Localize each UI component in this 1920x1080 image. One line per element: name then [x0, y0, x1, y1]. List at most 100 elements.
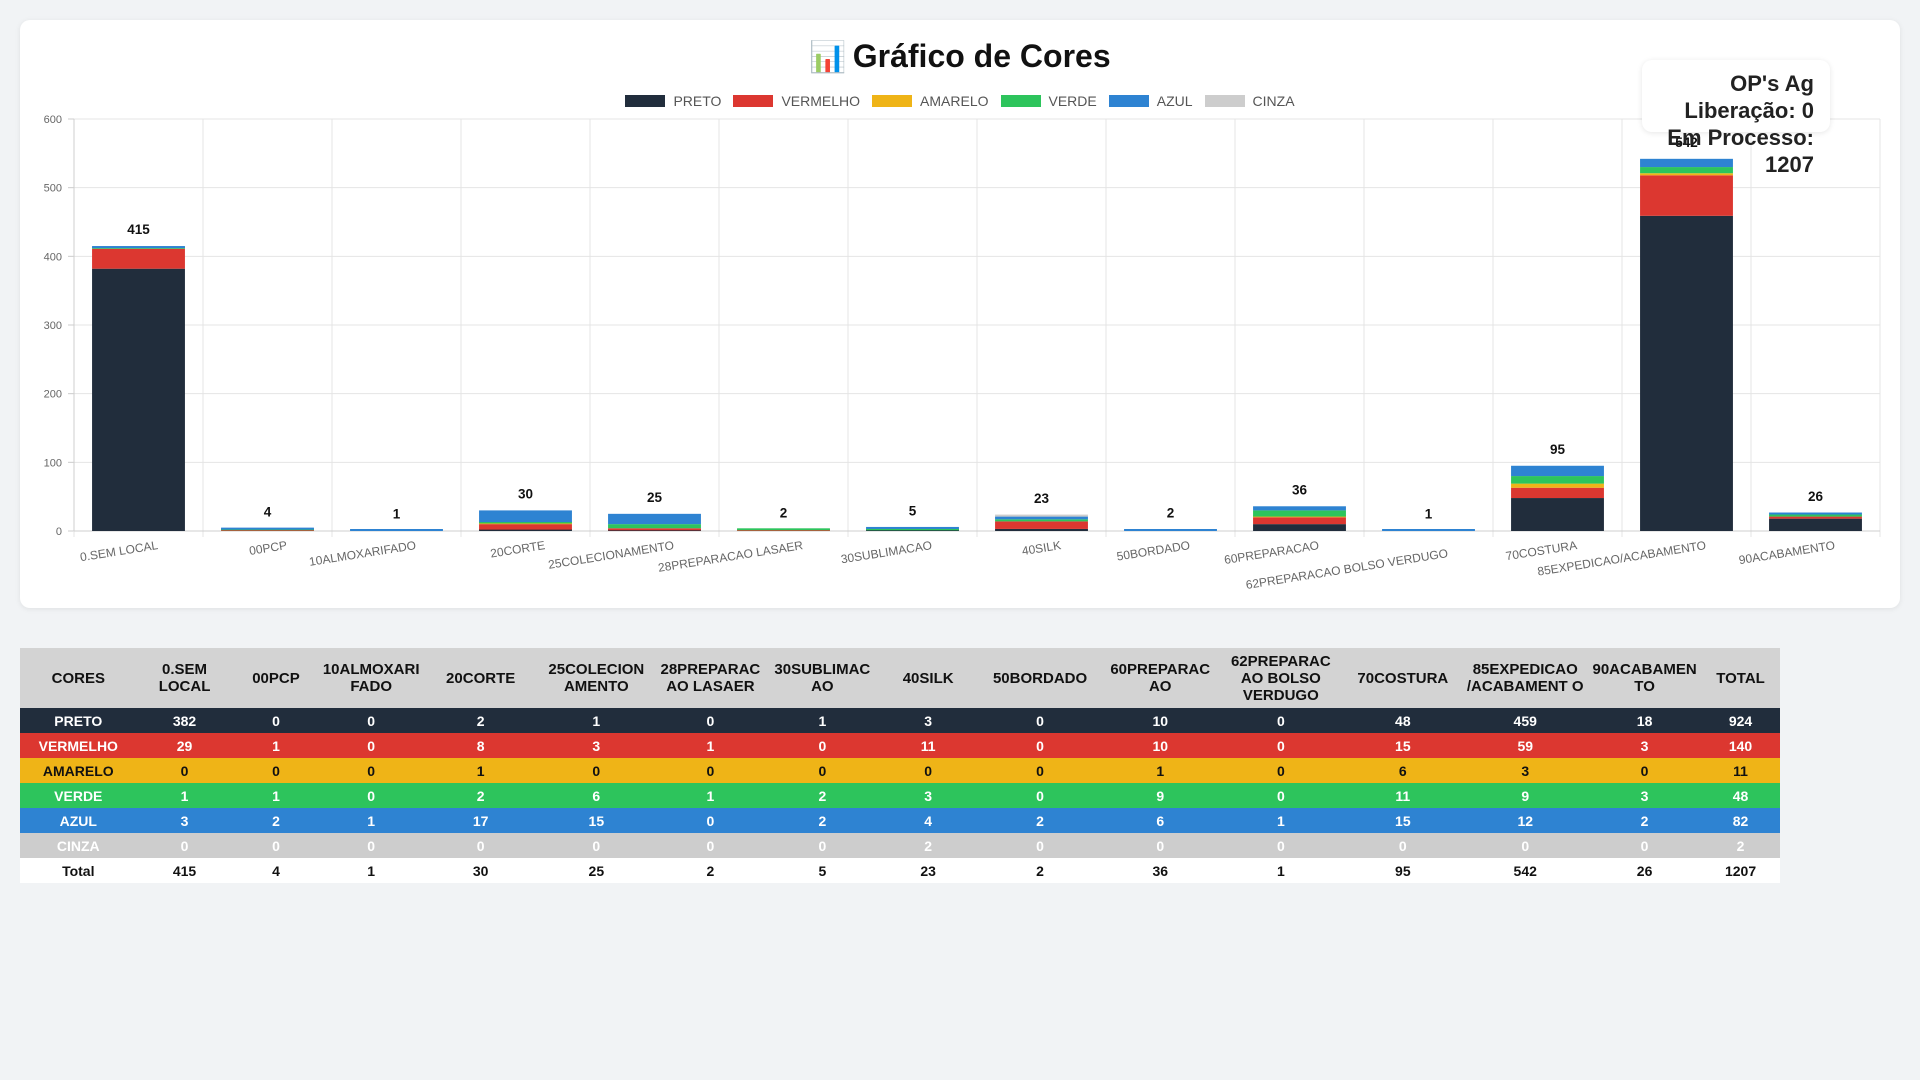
- bar-total-label: 95: [1550, 442, 1566, 457]
- table-cell: 6: [538, 783, 655, 808]
- table-cell: 1: [766, 708, 879, 733]
- table-cell: 10: [1102, 733, 1219, 758]
- summary-box: OP's Ag Liberação: 0 Em Processo: 1207: [1642, 60, 1830, 177]
- table-cell: 26: [1588, 858, 1702, 883]
- bar-20corte-preto: [479, 529, 572, 531]
- legend-item-verde[interactable]: VERDE: [1000, 93, 1097, 109]
- table-cell: 0: [654, 833, 767, 858]
- table-cell: 5: [766, 858, 879, 883]
- table-cell: 25: [538, 858, 655, 883]
- table-cell: 15: [1343, 733, 1463, 758]
- table-cell: 48: [1701, 783, 1780, 808]
- bar-40silk-cinza: [995, 514, 1088, 517]
- table-header-0-sem-local: 0.SEM LOCAL: [136, 648, 233, 708]
- bar-total-label: 5: [909, 504, 917, 519]
- legend-item-amarelo[interactable]: AMARELO: [872, 93, 989, 109]
- table-cell: 6: [1343, 758, 1463, 783]
- table-cell: 2: [654, 858, 767, 883]
- table-cell: 0: [654, 808, 767, 833]
- bar-60preparacao-preto: [1253, 524, 1346, 531]
- table-cell: 1: [232, 783, 320, 808]
- legend-swatch: [733, 95, 774, 107]
- table-cell: 0: [136, 833, 233, 858]
- table-cell: 0: [319, 758, 423, 783]
- bar-40silk-verde: [995, 519, 1088, 522]
- table-header-25colecion-amento: 25COLECION AMENTO: [538, 648, 655, 708]
- table-cell: 0: [978, 733, 1102, 758]
- chart-legend: PRETO VERMELHO AMARELO VERDE AZUL CINZA: [20, 93, 1900, 110]
- bar-25colecionamento-azul: [608, 513, 701, 525]
- bar-total-label: 36: [1292, 482, 1308, 497]
- legend-label: AMARELO: [920, 93, 989, 109]
- table-header-00pcp: 00PCP: [232, 648, 320, 708]
- bar-60preparacao-azul: [1253, 506, 1346, 511]
- table-header-60preparac-ao: 60PREPARAC AO: [1102, 648, 1219, 708]
- table-cell: 0: [232, 708, 320, 733]
- bar-70costura-azul: [1511, 465, 1604, 477]
- legend-swatch: [1000, 95, 1041, 107]
- table-cell: 0: [136, 758, 233, 783]
- x-category-label: 10ALMOXARIFADO: [308, 538, 417, 569]
- legend-swatch: [872, 95, 913, 107]
- table-cell: 12: [1462, 808, 1589, 833]
- legend-label: PRETO: [673, 93, 722, 109]
- legend-item-azul[interactable]: AZUL: [1108, 93, 1193, 109]
- table-cell: 0: [319, 733, 423, 758]
- table-cell: 36: [1102, 858, 1219, 883]
- legend-item-cinza[interactable]: CINZA: [1204, 93, 1295, 109]
- bar-0-sem-local-preto: [92, 268, 185, 531]
- table-cell: 0: [978, 783, 1102, 808]
- table-cell: 0: [422, 833, 539, 858]
- table-cell: 2: [878, 833, 979, 858]
- table-cell: 3: [1588, 783, 1702, 808]
- table-cell: 30: [422, 858, 539, 883]
- table-cell: 0: [1218, 733, 1344, 758]
- table-cell: 1: [538, 708, 655, 733]
- legend-item-vermelho[interactable]: VERMELHO: [733, 93, 860, 109]
- bar-20corte-vermelho: [479, 524, 572, 530]
- y-tick-label: 500: [44, 183, 62, 195]
- table-cell: 2: [978, 858, 1102, 883]
- table-row-azul: AZUL 3 2 1 17 15 0 2 4 2 6 1 15 12 2 82: [20, 808, 1780, 833]
- legend-item-preto[interactable]: PRETO: [625, 93, 721, 109]
- bar-20corte-verde: [479, 521, 572, 524]
- table-cell: 1207: [1701, 858, 1780, 883]
- table-header-90acabamen-to: 90ACABAMEN TO: [1588, 648, 1702, 708]
- summary-ag-liberacao: OP's Ag Liberação: 0: [1684, 71, 1814, 123]
- table-cell: 0: [766, 758, 879, 783]
- table-cell: 29: [136, 733, 233, 758]
- legend-label: VERDE: [1048, 93, 1097, 109]
- table-cell: 1: [319, 858, 423, 883]
- table-cell: 0: [1218, 708, 1344, 733]
- table-header-62preparac-ao-bolso-verdugo: 62PREPARAC AO BOLSO VERDUGO: [1218, 648, 1344, 708]
- bar-0-sem-local-vermelho: [92, 248, 185, 269]
- table-header-total: TOTAL: [1701, 648, 1780, 708]
- table-cell: 11: [1701, 758, 1780, 783]
- table-header-30sublimac-ao: 30SUBLIMAC AO: [766, 648, 879, 708]
- table-cell: 9: [1462, 783, 1589, 808]
- legend-label: CINZA: [1252, 93, 1295, 109]
- table-header-28preparac-ao-lasaer: 28PREPARAC AO LASAER: [654, 648, 767, 708]
- bar-total-label: 542: [1675, 135, 1698, 150]
- table-cell: 0: [538, 758, 655, 783]
- table-cell: 1: [1218, 808, 1344, 833]
- table-cell: 382: [136, 708, 233, 733]
- table-cell: 1: [319, 808, 423, 833]
- x-category-label: 0.SEM LOCAL: [79, 538, 159, 564]
- stacked-bar-chart: 0 100 200 300 400 500 600 415 0.SEM LOCAL 4 00PCP 1…: [44, 114, 1881, 592]
- table-cell: 0: [1588, 833, 1702, 858]
- bar-90acabamento-preto: [1769, 518, 1862, 531]
- bar-70costura-verde: [1511, 476, 1604, 484]
- table-cell: 0: [766, 833, 879, 858]
- row-label: CINZA: [20, 833, 137, 858]
- table-cell: 0: [1218, 758, 1344, 783]
- row-label: VERMELHO: [20, 733, 137, 758]
- table-cell: 3: [136, 808, 233, 833]
- bar-0-sem-local-azul: [92, 246, 185, 249]
- bar-25colecionamento-verde: [608, 524, 701, 529]
- table-cell: 0: [1218, 833, 1344, 858]
- bar-25colecionamento-vermelho: [608, 528, 701, 531]
- bar-90acabamento-verde: [1769, 514, 1862, 517]
- bar-30sublimacao-verde: [866, 528, 959, 531]
- bar-60preparacao-vermelho: [1253, 517, 1346, 525]
